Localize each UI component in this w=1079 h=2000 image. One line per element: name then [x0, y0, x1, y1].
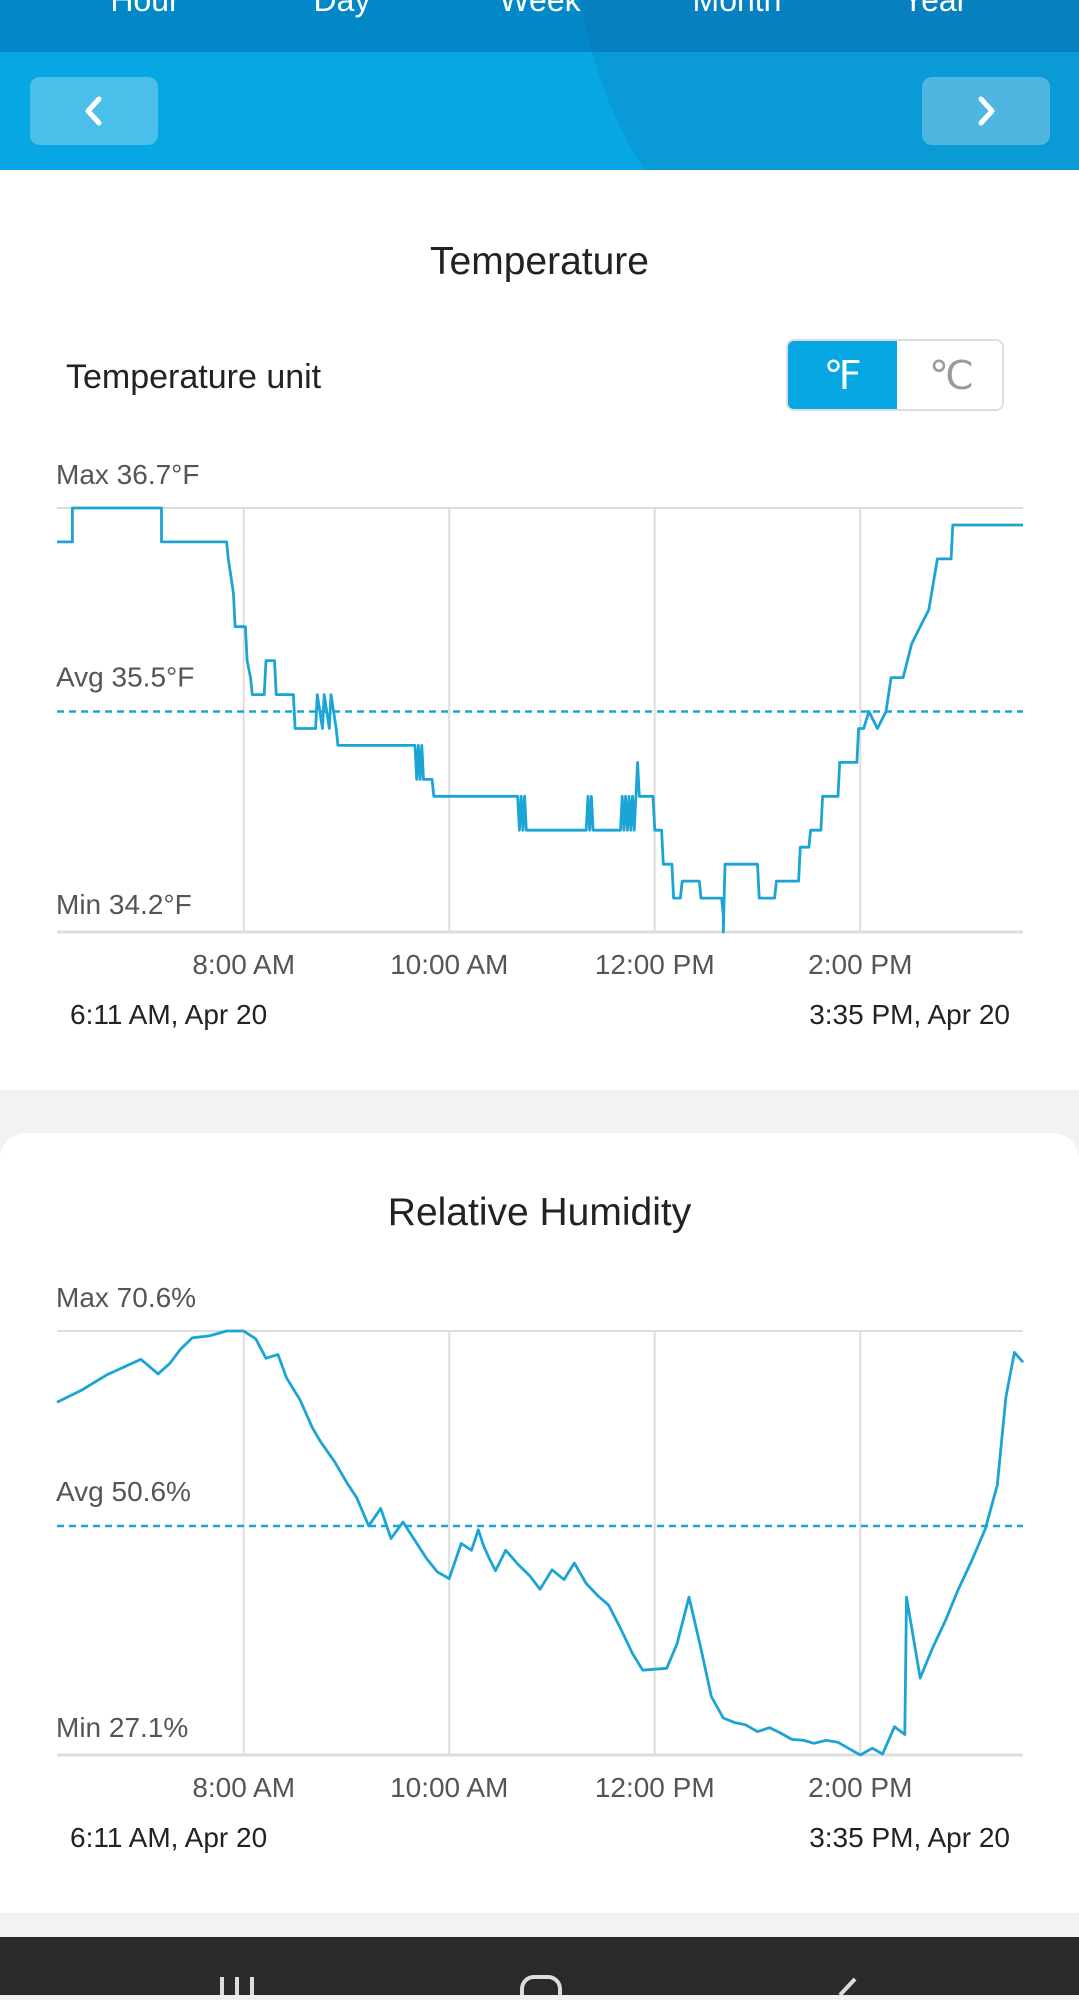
- tab-hour[interactable]: Hour: [110, 0, 180, 18]
- humidity-range-start: 6:11 AM, Apr 20: [70, 1822, 268, 1853]
- chevron-right-icon: [978, 96, 995, 126]
- temperature-min-label: Min 34.2°F: [56, 889, 192, 920]
- humidity-min-label: Min 27.1%: [56, 1712, 188, 1743]
- tab-month[interactable]: Month: [692, 0, 782, 18]
- recent-apps-icon[interactable]: [220, 1977, 254, 1995]
- temperature-series-line-0: [57, 506, 1023, 934]
- humidity-x-tick-label-3: 2:00 PM: [808, 1772, 912, 1803]
- temperature-avg-label: Avg 35.5°F: [56, 662, 194, 693]
- tab-day[interactable]: Day: [313, 0, 371, 18]
- temperature-plot: Max 36.7°F Avg 35.5°F Min 34.2°F8:00 AM 10:…: [56, 459, 1023, 980]
- temperature-chart: Max 36.7°F Avg 35.5°F Min 34.2°F8:00 AM 10:…: [56, 459, 1023, 980]
- home-icon[interactable]: [520, 1975, 562, 2000]
- unit-fahrenheit-option[interactable]: ℉: [788, 341, 897, 409]
- humidity-x-tick-label-0: 8:00 AM: [192, 1772, 295, 1803]
- humidity-avg-label: Avg 50.6%: [56, 1476, 191, 1507]
- tab-year[interactable]: Year: [902, 0, 968, 18]
- temperature-unit-label: Temperature unit: [66, 358, 322, 396]
- temperature-x-tick-label-1: 10:00 AM: [390, 949, 508, 980]
- humidity-chart: Max 70.6% Avg 50.6% Min 27.1%8:00 AM 10:00 …: [56, 1282, 1025, 1803]
- tab-week[interactable]: Week: [499, 0, 581, 18]
- temperature-range-start: 6:11 AM, Apr 20: [70, 999, 268, 1030]
- temperature-x-tick-label-0: 8:00 AM: [192, 949, 295, 980]
- humidity-range-end: 3:35 PM, Apr 20: [809, 1822, 1010, 1853]
- humidity-plot: Max 70.6% Avg 50.6% Min 27.1%8:00 AM 10:00 …: [56, 1282, 1025, 1803]
- humidity-x-tick-label-1: 10:00 AM: [390, 1772, 508, 1803]
- system-nav-icons: [220, 1975, 857, 2000]
- temperature-max-label: Max 36.7°F: [56, 459, 199, 490]
- humidity-x-tick-label-2: 12:00 PM: [595, 1772, 715, 1803]
- header-decoration: [575, 0, 1079, 170]
- humidity-series-line-0: [56, 1329, 1025, 1757]
- unit-celsius-option[interactable]: ℃: [897, 341, 1002, 409]
- period-tabs: Hour Day Week Month Year: [0, 0, 1079, 52]
- header: Hour Day Week Month Year: [0, 0, 1079, 170]
- humidity-card: Relative Humidity Max 70.6% Avg 50.6% Min …: [0, 1133, 1079, 1913]
- next-button[interactable]: [922, 77, 1050, 145]
- temperature-range-end: 3:35 PM, Apr 20: [809, 999, 1010, 1030]
- humidity-max-label: Max 70.6%: [56, 1282, 196, 1313]
- temperature-card: Temperature Temperature unit ℉ ℃ Max 36.…: [0, 170, 1079, 1090]
- temperature-x-tick-label-2: 12:00 PM: [595, 949, 715, 980]
- system-navigation-bar: [0, 1937, 1079, 2000]
- prev-button[interactable]: [30, 77, 158, 145]
- temperature-x-tick-label-3: 2:00 PM: [808, 949, 912, 980]
- humidity-title: Relative Humidity: [387, 1191, 692, 1234]
- chevron-left-icon: [85, 96, 102, 126]
- back-icon[interactable]: [838, 1977, 857, 1997]
- temperature-unit-toggle: ℉ ℃: [786, 339, 1004, 411]
- temperature-title: Temperature: [430, 240, 649, 283]
